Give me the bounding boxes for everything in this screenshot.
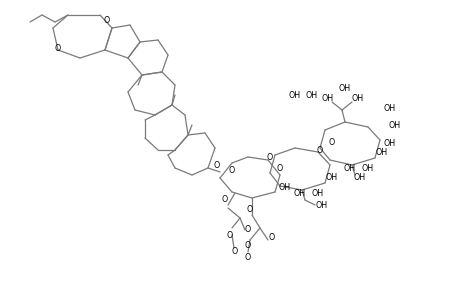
Text: OH: OH [353,173,365,182]
Text: O: O [231,248,238,256]
Text: OH: OH [383,139,395,148]
Text: OH: OH [343,164,355,172]
Text: OH: OH [338,83,350,92]
Text: O: O [266,152,273,161]
Text: OH: OH [383,103,395,112]
Text: O: O [276,164,282,172]
Text: OH: OH [311,188,323,197]
Text: O: O [269,233,274,242]
Text: OH: OH [388,121,400,130]
Text: OH: OH [315,200,327,209]
Text: OH: OH [278,184,291,193]
Text: O: O [244,226,251,235]
Text: O: O [55,44,61,52]
Text: OH: OH [288,91,300,100]
Text: O: O [229,166,235,175]
Text: O: O [213,160,220,169]
Text: O: O [244,254,251,262]
Text: OH: OH [305,91,317,100]
Text: OH: OH [351,94,363,103]
Text: OH: OH [321,94,333,103]
Text: O: O [226,230,233,239]
Text: O: O [104,16,110,25]
Text: O: O [221,196,228,205]
Text: O: O [328,137,335,146]
Text: OH: OH [361,164,373,172]
Text: O: O [244,241,251,250]
Text: O: O [246,206,252,214]
Text: OH: OH [375,148,387,157]
Text: OH: OH [325,173,337,182]
Text: OH: OH [293,188,305,197]
Text: O: O [316,146,322,154]
